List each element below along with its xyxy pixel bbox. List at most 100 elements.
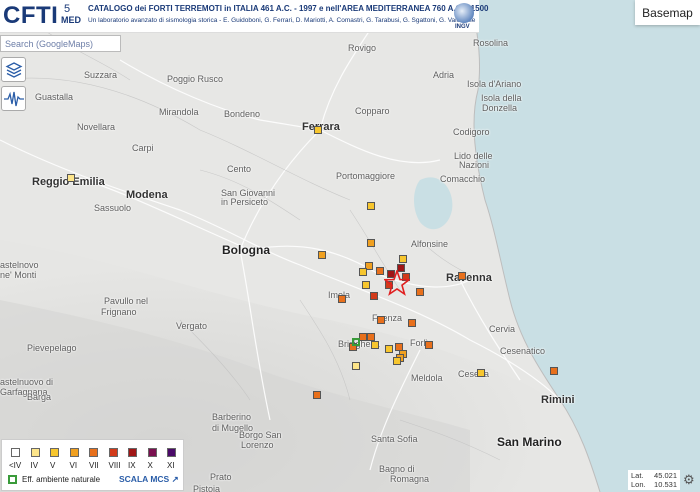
place-label: Bondeno xyxy=(224,109,261,119)
place-label: Poggio Rusco xyxy=(167,74,224,84)
legend-swatch xyxy=(89,448,98,457)
intensity-marker[interactable] xyxy=(408,319,416,327)
place-label: Forlì xyxy=(410,338,428,348)
intensity-marker[interactable] xyxy=(314,126,322,134)
place-label: Garfagnana xyxy=(0,387,48,397)
intensity-marker[interactable] xyxy=(377,316,385,324)
place-label: Pistoia xyxy=(193,484,221,492)
catalog-header: CFTI 5 MED CATALOGO dei FORTI TERREMOTI … xyxy=(0,0,488,33)
intensity-marker[interactable] xyxy=(338,295,346,303)
place-label: Nazioni xyxy=(459,160,490,170)
seismogram-button[interactable] xyxy=(1,86,26,111)
intensity-marker[interactable] xyxy=(550,367,558,375)
intensity-marker[interactable] xyxy=(385,345,393,353)
catalog-subtitle: Un laboratorio avanzato di sismologia st… xyxy=(88,17,476,24)
place-label: di Mugello xyxy=(212,423,254,433)
intensity-marker[interactable] xyxy=(362,281,370,289)
place-label: astelnuovo di xyxy=(0,377,54,387)
intensity-marker[interactable] xyxy=(399,255,407,263)
place-label: Barberino xyxy=(212,412,252,422)
place-label: Romagna xyxy=(390,474,430,484)
epicenter-star-icon[interactable] xyxy=(384,270,410,296)
legend-label: V xyxy=(50,461,56,470)
intensity-marker[interactable] xyxy=(477,369,485,377)
legend-label: X xyxy=(147,461,153,470)
place-label: Rimini xyxy=(541,394,575,406)
place-label: Bologna xyxy=(222,243,270,257)
intensity-marker[interactable] xyxy=(313,391,321,399)
intensity-marker[interactable] xyxy=(425,341,433,349)
catalog-title: CATALOGO dei FORTI TERREMOTI in ITALIA 4… xyxy=(88,4,489,13)
intensity-marker[interactable] xyxy=(376,267,384,275)
seismogram-icon xyxy=(3,91,24,106)
layers-button[interactable] xyxy=(1,57,26,82)
place-label: Mirandola xyxy=(159,107,199,117)
intensity-marker[interactable] xyxy=(67,174,75,182)
place-label: Ravenna xyxy=(446,272,492,284)
place-label: Lido delle xyxy=(454,151,493,161)
cfti-logo-med: MED xyxy=(61,15,81,25)
layers-icon xyxy=(5,61,22,78)
place-label: Vergato xyxy=(176,321,208,331)
intensity-marker[interactable] xyxy=(397,264,405,272)
ingv-logo-icon[interactable] xyxy=(454,3,474,23)
cfti-logo[interactable]: CFTI xyxy=(3,2,59,29)
search-input[interactable]: Search (GoogleMaps) xyxy=(0,35,121,52)
place-label: Pievepelago xyxy=(27,343,77,353)
eff-ambiente-label: Eff. ambiente naturale xyxy=(22,475,101,484)
place-label: Alfonsine xyxy=(411,239,449,249)
intensity-marker[interactable] xyxy=(367,202,375,210)
place-label: Rovigo xyxy=(348,43,377,53)
intensity-marker[interactable] xyxy=(367,333,375,341)
intensity-marker[interactable] xyxy=(387,270,395,278)
place-label: Faenza xyxy=(372,313,403,323)
legend-label: XI xyxy=(167,461,175,470)
intensity-marker[interactable] xyxy=(367,239,375,247)
intensity-marker[interactable] xyxy=(370,292,378,300)
place-label: Cervia xyxy=(489,324,516,334)
legend-swatch xyxy=(11,448,20,457)
place-label: Barga xyxy=(27,392,52,402)
place-label: astelnovo xyxy=(0,260,39,270)
place-label: Meldola xyxy=(411,373,443,383)
legend-label: VII xyxy=(89,461,99,470)
basemap-button[interactable]: Basemap xyxy=(635,0,700,25)
intensity-marker[interactable] xyxy=(416,288,424,296)
intensity-marker[interactable] xyxy=(393,357,401,365)
legend-swatch xyxy=(108,448,118,457)
gear-icon[interactable]: ⚙ xyxy=(683,472,695,487)
ingv-label: INGV xyxy=(455,24,470,30)
legend-label: IX xyxy=(128,461,136,470)
legend-label: IV xyxy=(30,461,39,470)
legend-swatch xyxy=(50,448,59,457)
place-label: Borgo San xyxy=(239,430,282,440)
place-label: Comacchio xyxy=(440,174,486,184)
place-label: Cesena xyxy=(458,369,490,379)
intensity-marker[interactable] xyxy=(352,338,360,346)
legend-swatch xyxy=(128,448,137,457)
place-label: Prato xyxy=(210,472,232,482)
place-label: Novellara xyxy=(77,122,116,132)
place-label: in Persiceto xyxy=(221,197,269,207)
legend-swatch xyxy=(147,448,157,457)
scala-mcs-link[interactable]: SCALA MCS ↗ xyxy=(119,474,179,484)
legend-label: VIII xyxy=(108,461,121,470)
intensity-marker[interactable] xyxy=(359,268,367,276)
intensity-marker[interactable] xyxy=(318,251,326,259)
place-label: Modena xyxy=(126,189,168,201)
place-label: Portomaggiore xyxy=(336,171,396,181)
intensity-marker[interactable] xyxy=(371,341,379,349)
place-label: Pavullo nel xyxy=(104,296,149,306)
intensity-marker[interactable] xyxy=(458,272,466,280)
legend-swatch xyxy=(69,448,79,457)
intensity-marker[interactable] xyxy=(352,362,360,370)
intensity-marker[interactable] xyxy=(359,333,367,341)
cfti-logo-number: 5 xyxy=(64,3,71,15)
legend-swatch xyxy=(167,448,176,457)
place-label: San Marino xyxy=(497,435,562,449)
place-label: Sassuolo xyxy=(94,203,132,213)
place-label: Adria xyxy=(433,70,455,80)
place-label: Codigoro xyxy=(453,127,490,137)
intensity-marker[interactable] xyxy=(365,262,373,270)
